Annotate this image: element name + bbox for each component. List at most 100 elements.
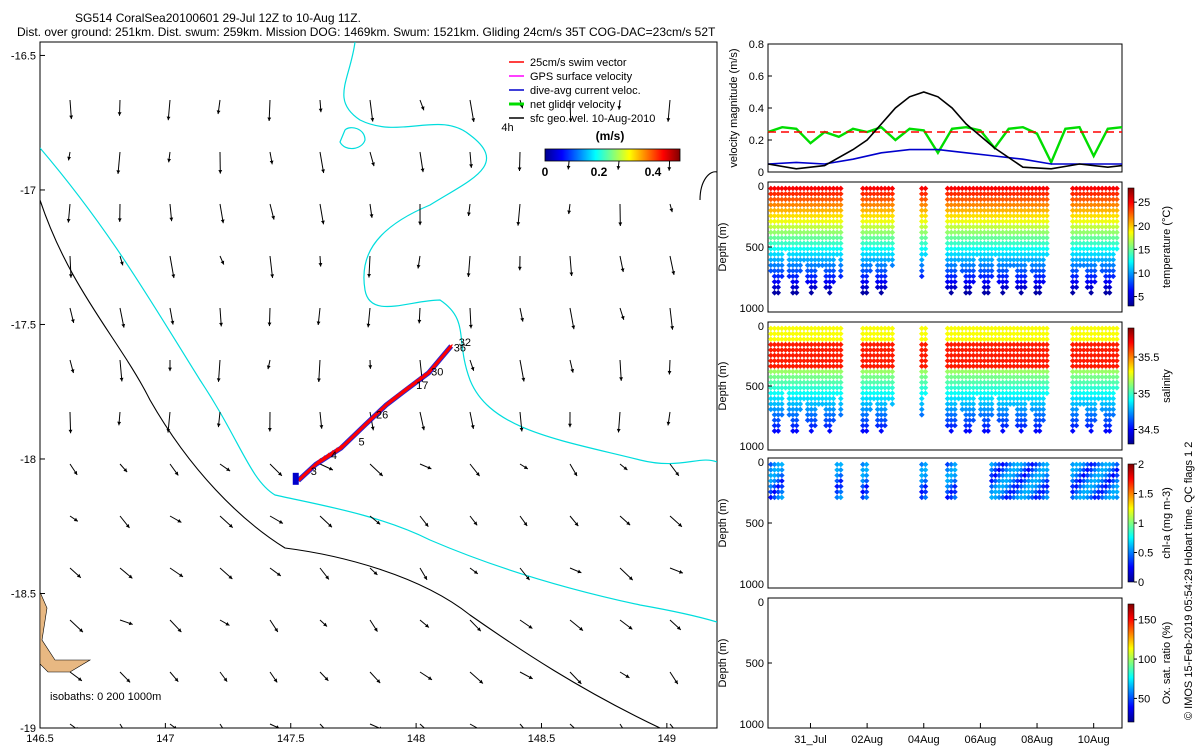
profile-sample [1103,207,1109,214]
profile-sample [812,417,818,424]
profile-sample [826,278,833,285]
profile-sample [922,489,929,495]
profile-sample [834,325,840,332]
profile-sample [860,384,866,391]
profile-sample [1022,422,1028,429]
profile-sample [863,213,870,219]
profile-sample [1029,325,1036,332]
colorbar-title: (m/s) [596,129,625,143]
sfc-velocity-arrowhead [174,677,179,682]
profile-sample [860,406,866,413]
profile-sample [878,256,885,263]
profile-sample [834,461,840,468]
profile-sample [944,401,951,407]
profile-sample [996,202,1002,208]
profile-sample [786,363,793,370]
profile-sample [1014,347,1021,353]
profile-sample [793,357,800,364]
profile-sample [830,401,837,407]
profile-sample [779,379,785,386]
profile-sample [775,273,782,280]
profile-sample [922,363,929,370]
profile-sample [882,218,888,225]
profile-sample [1110,273,1117,280]
profile-sample [1033,368,1039,375]
profile-sample [1029,368,1036,375]
profile-sample [834,191,840,197]
profile-sample [922,240,929,247]
colorbar-label: Ox. sat. ratio (%) [1161,622,1173,705]
profile-sample [974,390,980,397]
profile-sample [959,352,966,359]
profile-sample [1106,218,1113,225]
profile-sample [1091,229,1098,236]
sfc-velocity-arrowhead [220,219,225,224]
legend-entry: dive-avg current veloc. [530,85,641,97]
profile-sample [948,401,955,407]
profile-sample [1106,390,1113,397]
profile-sample [860,428,866,434]
profile-sample [977,235,984,241]
profile-sample [771,417,778,424]
profile-sample [1106,374,1113,380]
profile-sample [974,341,980,348]
profile-sample [918,401,925,407]
profile-sample [1080,229,1087,236]
profile-sample [790,347,796,353]
swim-vector [400,387,407,395]
profile-sample [793,185,800,192]
profile-sample [797,185,804,192]
profile-sample [1091,478,1098,484]
profile-sample [981,191,988,197]
profile-sample [779,256,785,263]
sfc-velocity-arrowhead [577,679,582,684]
profile-sample [863,489,870,495]
profile-sample [779,202,785,208]
profile-sample [863,390,870,397]
profile-sample [874,330,881,337]
profile-sample [834,472,840,479]
profile-sample [1110,213,1117,219]
profile-sample [1080,357,1087,364]
profile-sample [1106,196,1113,203]
profile-sample [812,336,818,343]
profile-sample [1036,467,1043,473]
profile-sample [1018,262,1025,269]
profile-sample [952,246,958,252]
profile-sample [1091,341,1098,348]
profile-sample [885,213,892,219]
profile-sample [882,246,888,252]
sfc-velocity-arrowhead [128,621,133,626]
profile-sample [1073,213,1080,219]
profile-sample [837,273,844,280]
profile-sample [963,330,969,337]
profile-sample [959,224,966,230]
profile-sample [867,240,874,247]
profile-sample [871,325,877,332]
profile-sample [1022,401,1028,407]
profile-sample [970,368,977,375]
profile-sample [786,390,793,397]
profile-sample [1091,467,1098,473]
profile-sample [808,191,815,197]
profile-sample [790,390,796,397]
profile-sample [771,278,778,285]
profile-sample [812,213,818,219]
profile-sample [970,196,977,203]
profile-sample [1088,357,1094,364]
profile-sample [999,289,1006,296]
profile-sample [1003,229,1010,236]
profile-sample [1080,185,1087,192]
profile-sample [775,289,782,296]
profile-sample [1103,191,1109,197]
profile-sample [823,401,829,407]
colorbar-tick-label: 25 [1138,197,1150,209]
profile-sample [1007,330,1013,337]
profile-sample [955,251,962,258]
profile-sample [1077,352,1083,359]
profile-sample [963,368,969,375]
profile-sample [948,494,955,501]
sfc-velocity-arrowhead [523,465,528,469]
profile-sample [771,207,778,214]
profile-sample [860,325,866,332]
